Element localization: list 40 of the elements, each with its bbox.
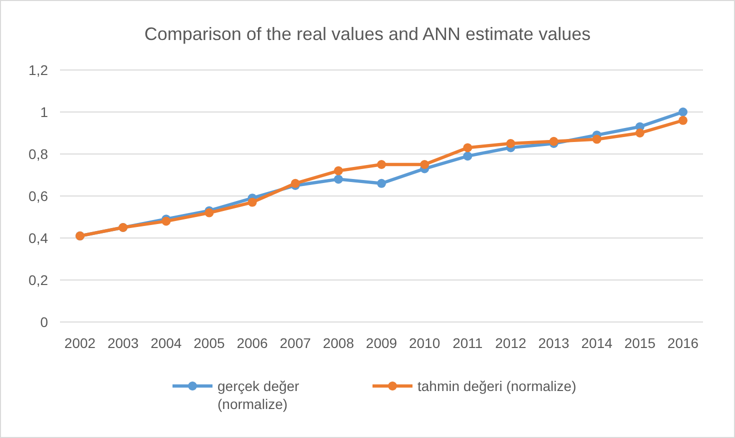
point [248, 198, 257, 207]
x-tick-label: 2004 [150, 335, 182, 351]
point [549, 136, 558, 146]
point [463, 143, 472, 152]
x-tick-label: 2016 [667, 335, 699, 351]
point [678, 116, 688, 125]
point [635, 128, 644, 138]
legend-label: gerçek değer (normalize) [218, 378, 300, 412]
point [377, 178, 386, 188]
y-tick-label: 1,2 [28, 62, 48, 78]
x-tick-label: 2007 [280, 335, 312, 351]
x-tick-label: 2011 [452, 335, 483, 351]
point [377, 160, 386, 169]
x-tick-label: 2006 [236, 335, 268, 351]
x-tick-label: 2005 [194, 335, 225, 351]
y-tick-label: 0 [40, 314, 48, 330]
point [463, 152, 472, 161]
point [334, 174, 343, 184]
x-tick-label: 2014 [581, 335, 613, 351]
point [334, 166, 343, 176]
y-tick-label: 0,2 [28, 272, 48, 288]
x-tick-label: 2015 [624, 335, 656, 351]
x-tick-label: 2009 [366, 335, 398, 351]
point [290, 178, 300, 188]
chart-title: Comparison of the real values and ANN estimate values [144, 24, 591, 44]
y-tick-label: 1 [40, 104, 48, 120]
x-tick-label: 2003 [107, 335, 139, 351]
y-tick-label: 0,6 [28, 188, 48, 204]
point [592, 134, 602, 144]
point [678, 108, 688, 116]
y-tick-label: 0,8 [28, 146, 48, 162]
point [506, 139, 516, 148]
x-tick-label: 2002 [64, 335, 96, 351]
point [420, 160, 430, 169]
x-tick-label: 2008 [322, 335, 354, 351]
legend-label: tahmin değeri (normalize) [418, 378, 576, 394]
x-tick-label: 2013 [538, 335, 570, 351]
x-tick-label: 2012 [495, 335, 526, 351]
x-tick-label: 2010 [408, 335, 440, 351]
y-tick-label: 0,4 [28, 230, 48, 246]
